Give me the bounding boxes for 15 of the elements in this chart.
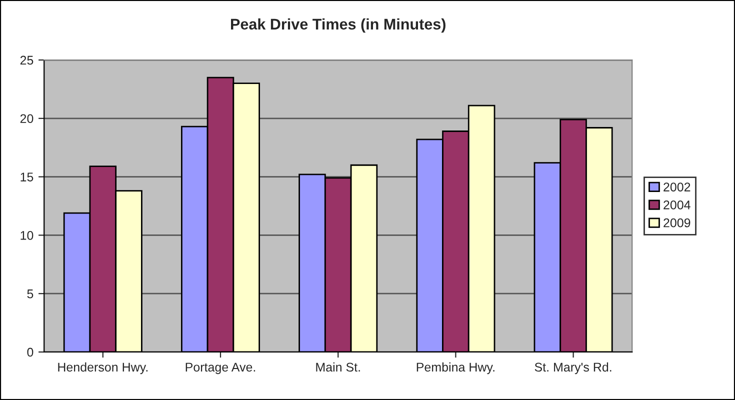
y-tick-label: 20: [20, 114, 34, 124]
legend-label: 2002: [664, 182, 690, 192]
y-tick-label: 25: [20, 56, 34, 65]
x-tick-label: Pembina Hwy.: [416, 362, 494, 374]
x-tick-label: Portage Ave.: [186, 362, 256, 374]
chart-title: Peak Drive Times (in Minutes): [231, 18, 446, 33]
y-tick-label: 10: [20, 231, 34, 240]
y-tick-label: 15: [20, 172, 34, 182]
x-tick-label: Main St.: [316, 362, 360, 372]
x-tick-label: Henderson Hwy.: [58, 362, 148, 374]
legend-label: 2004: [664, 200, 690, 210]
legend-label: 2009: [664, 218, 690, 228]
y-tick-label: 5: [27, 290, 34, 298]
x-tick-label: St. Mary's Rd.: [534, 362, 612, 374]
y-tick-label: 0: [27, 348, 34, 357]
